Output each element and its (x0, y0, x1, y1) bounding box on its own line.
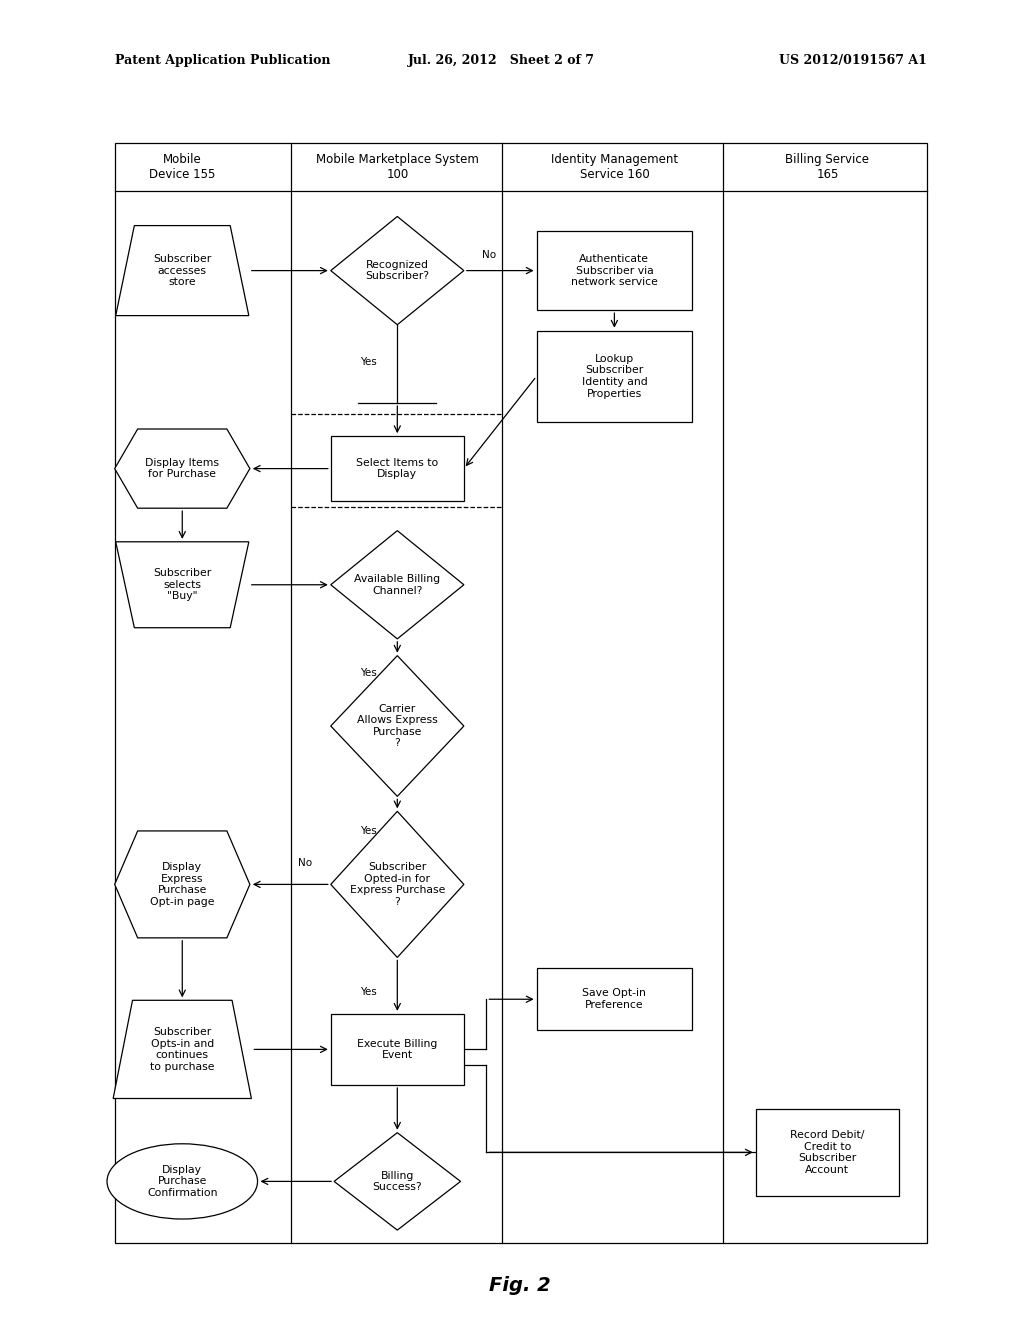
Text: Carrier
Allows Express
Purchase
?: Carrier Allows Express Purchase ? (357, 704, 437, 748)
Polygon shape (331, 812, 464, 957)
Text: Fig. 2: Fig. 2 (489, 1276, 551, 1295)
Text: Patent Application Publication: Patent Application Publication (115, 54, 330, 67)
FancyBboxPatch shape (331, 1014, 464, 1085)
FancyBboxPatch shape (756, 1109, 899, 1196)
Text: Yes: Yes (360, 826, 377, 836)
Text: Available Billing
Channel?: Available Billing Channel? (354, 574, 440, 595)
Polygon shape (331, 531, 464, 639)
Text: Identity Management
Service 160: Identity Management Service 160 (551, 153, 678, 181)
Text: Subscriber
accesses
store: Subscriber accesses store (154, 253, 211, 288)
Text: Execute Billing
Event: Execute Billing Event (357, 1039, 437, 1060)
Text: Jul. 26, 2012   Sheet 2 of 7: Jul. 26, 2012 Sheet 2 of 7 (409, 54, 595, 67)
Text: Billing Service
165: Billing Service 165 (785, 153, 869, 181)
Text: Save Opt-in
Preference: Save Opt-in Preference (583, 989, 646, 1010)
FancyBboxPatch shape (537, 331, 692, 422)
Text: Yes: Yes (360, 987, 377, 997)
FancyBboxPatch shape (537, 969, 692, 1030)
Text: Billing
Success?: Billing Success? (373, 1171, 422, 1192)
Text: No: No (482, 249, 497, 260)
Polygon shape (116, 541, 249, 628)
Text: Mobile Marketplace System
100: Mobile Marketplace System 100 (315, 153, 479, 181)
Text: Yes: Yes (360, 356, 377, 367)
Text: Mobile
Device 155: Mobile Device 155 (150, 153, 215, 181)
FancyBboxPatch shape (115, 143, 927, 1243)
Polygon shape (116, 226, 249, 315)
Text: Display
Express
Purchase
Opt-in page: Display Express Purchase Opt-in page (151, 862, 214, 907)
Polygon shape (115, 832, 250, 937)
Text: Display Items
for Purchase: Display Items for Purchase (145, 458, 219, 479)
Text: Yes: Yes (360, 668, 377, 678)
Text: Subscriber
Opted-in for
Express Purchase
?: Subscriber Opted-in for Express Purchase… (349, 862, 445, 907)
FancyBboxPatch shape (331, 436, 464, 502)
Text: Display
Purchase
Confirmation: Display Purchase Confirmation (147, 1164, 217, 1199)
Text: No: No (298, 858, 312, 869)
Text: Record Debit/
Credit to
Subscriber
Account: Record Debit/ Credit to Subscriber Accou… (791, 1130, 864, 1175)
Polygon shape (331, 216, 464, 325)
Text: Recognized
Subscriber?: Recognized Subscriber? (366, 260, 429, 281)
FancyBboxPatch shape (537, 231, 692, 310)
Ellipse shape (106, 1143, 258, 1220)
Text: Select Items to
Display: Select Items to Display (356, 458, 438, 479)
Polygon shape (331, 656, 464, 796)
Polygon shape (113, 1001, 252, 1098)
Text: Authenticate
Subscriber via
network service: Authenticate Subscriber via network serv… (571, 253, 657, 288)
Polygon shape (334, 1133, 461, 1230)
Text: Lookup
Subscriber
Identity and
Properties: Lookup Subscriber Identity and Propertie… (582, 354, 647, 399)
Text: US 2012/0191567 A1: US 2012/0191567 A1 (779, 54, 927, 67)
Text: Subscriber
selects
"Buy": Subscriber selects "Buy" (154, 568, 211, 602)
Text: Subscriber
Opts-in and
continues
to purchase: Subscriber Opts-in and continues to purc… (151, 1027, 214, 1072)
Polygon shape (115, 429, 250, 508)
